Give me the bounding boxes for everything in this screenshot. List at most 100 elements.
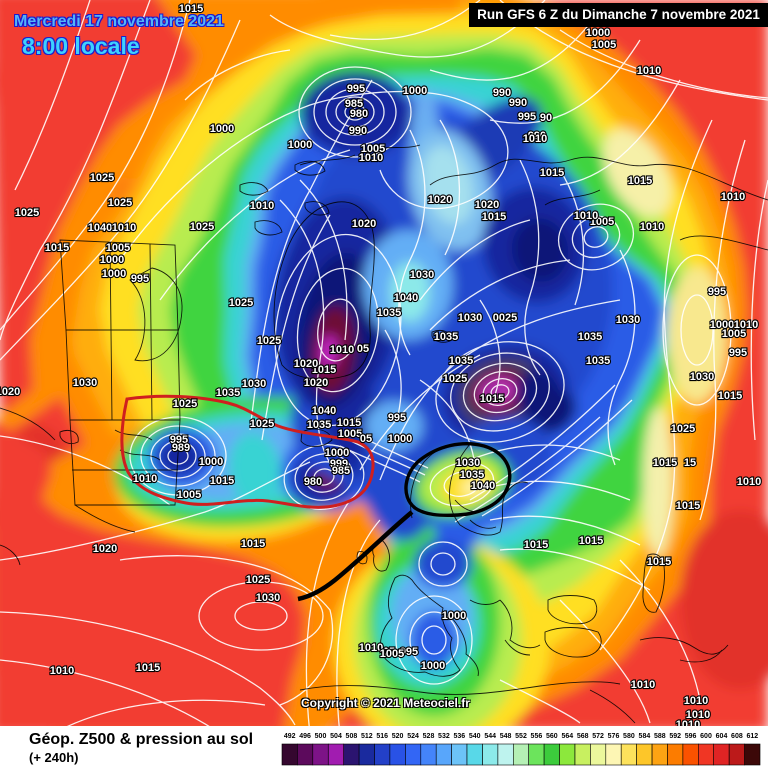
svg-text:995: 995 — [708, 286, 726, 298]
svg-text:612: 612 — [746, 733, 758, 740]
svg-text:1025: 1025 — [250, 418, 274, 430]
svg-text:608: 608 — [731, 733, 743, 740]
svg-text:520: 520 — [392, 733, 404, 740]
svg-text:1025: 1025 — [671, 423, 695, 435]
svg-text:995: 995 — [347, 83, 365, 95]
svg-text:576: 576 — [608, 733, 620, 740]
svg-text:1010: 1010 — [686, 709, 710, 721]
svg-text:1000: 1000 — [442, 610, 466, 622]
svg-text:604: 604 — [716, 733, 728, 740]
svg-text:1010: 1010 — [359, 642, 383, 654]
svg-text:532: 532 — [438, 733, 450, 740]
svg-text:1025: 1025 — [190, 221, 214, 233]
svg-text:05: 05 — [360, 433, 372, 445]
svg-text:596: 596 — [685, 733, 697, 740]
svg-text:1030: 1030 — [410, 269, 434, 281]
svg-text:1020: 1020 — [475, 199, 499, 211]
svg-text:1020: 1020 — [304, 377, 328, 389]
svg-text:1010: 1010 — [523, 133, 547, 145]
svg-text:15: 15 — [684, 457, 696, 469]
svg-text:995: 995 — [729, 347, 747, 359]
svg-text:508: 508 — [346, 733, 358, 740]
svg-text:1015: 1015 — [136, 662, 160, 674]
svg-text:1010: 1010 — [734, 319, 758, 331]
svg-text:1000: 1000 — [199, 456, 223, 468]
svg-text:1010: 1010 — [133, 473, 157, 485]
svg-text:1035: 1035 — [586, 355, 610, 367]
svg-text:1025: 1025 — [173, 398, 197, 410]
svg-text:1025: 1025 — [108, 197, 132, 209]
svg-text:1005: 1005 — [338, 428, 362, 440]
svg-text:1015: 1015 — [647, 556, 671, 568]
svg-text:1030: 1030 — [73, 377, 97, 389]
svg-text:1030: 1030 — [456, 457, 480, 469]
svg-text:1025: 1025 — [246, 574, 270, 586]
svg-text:1020: 1020 — [428, 194, 452, 206]
svg-text:989: 989 — [172, 442, 190, 454]
svg-text:1010: 1010 — [574, 210, 598, 222]
svg-text:995: 995 — [518, 111, 536, 123]
svg-text:1015: 1015 — [482, 211, 506, 223]
svg-text:1040: 1040 — [312, 405, 336, 417]
svg-text:1010: 1010 — [637, 65, 661, 77]
svg-text:0025: 0025 — [493, 312, 517, 324]
svg-text:1000: 1000 — [710, 319, 734, 331]
svg-text:1035: 1035 — [307, 419, 331, 431]
svg-text:995: 995 — [388, 412, 406, 424]
svg-text:995: 995 — [131, 273, 149, 285]
svg-text:1020: 1020 — [0, 386, 20, 398]
svg-text:1000: 1000 — [102, 268, 126, 280]
svg-text:980: 980 — [304, 476, 322, 488]
svg-text:1000: 1000 — [325, 447, 349, 459]
svg-text:1020: 1020 — [352, 218, 376, 230]
svg-text:1005: 1005 — [177, 489, 201, 501]
svg-text:1010: 1010 — [250, 200, 274, 212]
svg-text:1030: 1030 — [458, 312, 482, 324]
svg-text:990: 990 — [493, 87, 511, 99]
svg-text:985: 985 — [332, 465, 350, 477]
svg-text:556: 556 — [531, 733, 543, 740]
svg-text:552: 552 — [515, 733, 527, 740]
svg-text:548: 548 — [500, 733, 512, 740]
svg-text:1015: 1015 — [210, 475, 234, 487]
svg-text:1010: 1010 — [676, 719, 700, 731]
svg-text:1005: 1005 — [590, 216, 614, 228]
svg-text:1015: 1015 — [540, 167, 564, 179]
svg-text:1015: 1015 — [628, 175, 652, 187]
svg-text:1025: 1025 — [15, 207, 39, 219]
svg-text:1015: 1015 — [312, 364, 336, 376]
svg-text:504: 504 — [330, 733, 342, 740]
svg-text:592: 592 — [669, 733, 681, 740]
svg-text:1000: 1000 — [586, 27, 610, 39]
svg-text:536: 536 — [453, 733, 465, 740]
svg-text:1035: 1035 — [449, 355, 473, 367]
svg-text:1030: 1030 — [242, 378, 266, 390]
svg-text:528: 528 — [423, 733, 435, 740]
svg-text:580: 580 — [623, 733, 635, 740]
svg-text:588: 588 — [654, 733, 666, 740]
svg-text:1025: 1025 — [443, 373, 467, 385]
svg-text:1035: 1035 — [377, 307, 401, 319]
svg-text:1005: 1005 — [361, 143, 385, 155]
svg-text:990: 990 — [349, 125, 367, 137]
svg-text:516: 516 — [376, 733, 388, 740]
svg-text:1040: 1040 — [394, 292, 418, 304]
svg-text:1015: 1015 — [676, 500, 700, 512]
svg-text:1005: 1005 — [106, 242, 130, 254]
svg-text:1030: 1030 — [690, 371, 714, 383]
svg-text:1030: 1030 — [616, 314, 640, 326]
svg-text:980: 980 — [350, 108, 368, 120]
svg-text:1015: 1015 — [179, 3, 203, 15]
svg-text:1025: 1025 — [229, 297, 253, 309]
svg-text:1015: 1015 — [480, 393, 504, 405]
svg-text:990: 990 — [528, 130, 546, 142]
svg-text:564: 564 — [561, 733, 573, 740]
svg-text:90: 90 — [540, 112, 552, 124]
svg-text:496: 496 — [299, 733, 311, 740]
svg-text:1035: 1035 — [434, 331, 458, 343]
svg-text:492: 492 — [284, 733, 296, 740]
svg-text:1020: 1020 — [294, 358, 318, 370]
svg-text:1010: 1010 — [50, 665, 74, 677]
svg-text:985: 985 — [345, 98, 363, 110]
svg-text:1020: 1020 — [93, 543, 117, 555]
